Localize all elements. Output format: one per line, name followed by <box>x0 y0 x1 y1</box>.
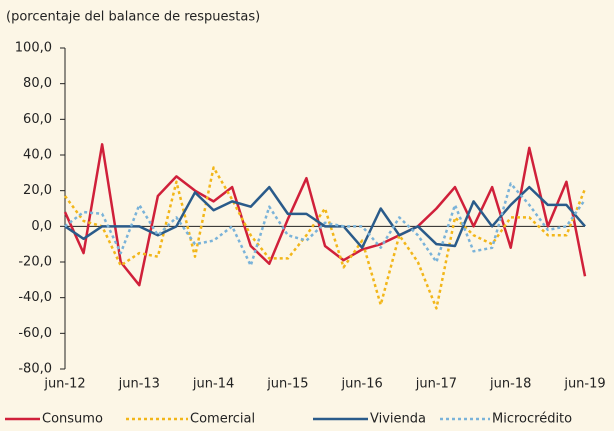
x-tick-label: jun-14 <box>192 377 234 392</box>
legend-label: Microcrédito <box>492 412 572 427</box>
x-tick-label: jun-17 <box>415 377 457 392</box>
series-line <box>64 182 587 267</box>
y-tick-label: 60,0 <box>23 112 52 127</box>
y-tick-label: 40,0 <box>23 148 52 163</box>
legend-label: Consumo <box>42 412 103 427</box>
x-tick-label: jun-15 <box>266 377 308 392</box>
x-tick-label: jun-18 <box>489 377 531 392</box>
x-tick-label: jun-16 <box>340 377 382 392</box>
y-tick-label: -60,0 <box>18 326 52 341</box>
legend-label: Vivienda <box>370 412 426 427</box>
x-tick-label: jun-13 <box>118 377 160 392</box>
y-tick-label: -80,0 <box>18 362 52 377</box>
y-tick-label: -20,0 <box>18 255 52 270</box>
legend-label: Comercial <box>190 412 255 427</box>
y-tick-label: 20,0 <box>23 183 52 198</box>
y-tick-label: 0,0 <box>31 219 52 234</box>
series-line <box>63 143 587 287</box>
y-tick-label: -40,0 <box>18 290 52 305</box>
y-tick-label: 100,0 <box>15 41 52 56</box>
y-tick-label: 80,0 <box>23 76 52 91</box>
x-tick-label: jun-12 <box>43 377 85 392</box>
chart-subtitle: (porcentaje del balance de respuestas) <box>6 10 260 25</box>
series-line <box>63 166 587 310</box>
x-tick-label: jun-19 <box>563 377 605 392</box>
series-line <box>64 185 586 249</box>
